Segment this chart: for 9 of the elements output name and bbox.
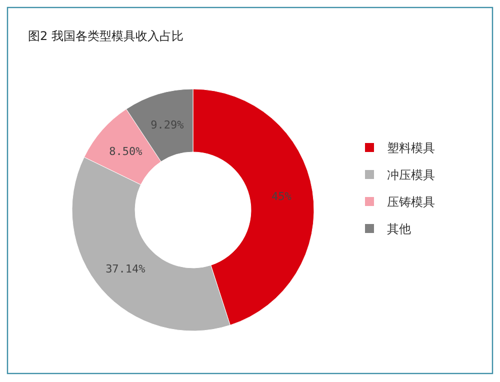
data-label: 45%	[271, 190, 292, 204]
data-label: 9.29%	[150, 118, 184, 132]
legend-label: 冲压模具	[387, 168, 435, 182]
chart-title: 图2 我国各类型模具收入占比	[28, 29, 184, 43]
data-label: 37.14%	[106, 262, 146, 276]
legend-label: 塑料模具	[387, 141, 435, 155]
legend-label: 其他	[387, 222, 411, 236]
data-label: 8.50%	[109, 145, 143, 158]
legend-label: 压铸模具	[387, 195, 435, 209]
